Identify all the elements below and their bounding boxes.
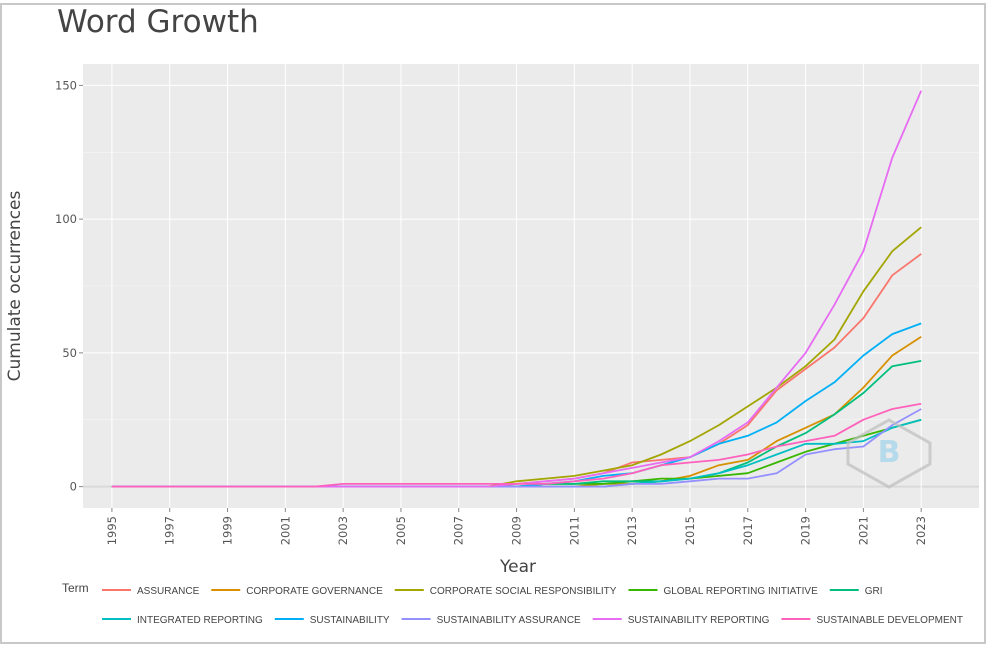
legend-item[interactable]: SUSTAINABLE DEVELOPMENT bbox=[781, 615, 963, 626]
legend-item[interactable]: GLOBAL REPORTING INITIATIVE bbox=[628, 586, 818, 597]
x-tick-label: 2001 bbox=[278, 516, 292, 545]
legend-label: SUSTAINABILITY bbox=[310, 615, 390, 626]
legend-label: CORPORATE GOVERNANCE bbox=[246, 586, 383, 597]
legend-label: SUSTAINABILITY REPORTING bbox=[628, 615, 770, 626]
y-tick-label: 150 bbox=[55, 78, 77, 92]
watermark-logo: B bbox=[846, 418, 932, 489]
x-tick-label: 2017 bbox=[741, 516, 755, 545]
x-tick-label: 1997 bbox=[163, 516, 177, 545]
legend-item[interactable]: CORPORATE SOCIAL RESPONSIBILITY bbox=[394, 586, 617, 597]
legend: ASSURANCE CORPORATE GOVERNANCE CORPORATE S… bbox=[102, 586, 963, 626]
legend-item[interactable]: SUSTAINABILITY bbox=[274, 615, 390, 626]
legend-item[interactable]: ASSURANCE bbox=[102, 586, 200, 597]
legend-label: ASSURANCE bbox=[137, 586, 200, 597]
legend-title: Term bbox=[62, 581, 89, 595]
y-axis-title: Cumulate occurrences bbox=[5, 190, 25, 381]
y-axis: 0 50 100 150 bbox=[55, 78, 83, 494]
series-lines bbox=[111, 90, 923, 488]
x-tick-label: 1995 bbox=[105, 516, 119, 545]
y-tick-label: 100 bbox=[55, 212, 77, 226]
legend-item[interactable]: INTEGRATED REPORTING bbox=[102, 615, 263, 626]
legend-label: CORPORATE SOCIAL RESPONSIBILITY bbox=[430, 586, 617, 597]
series-line-sustainable-development[interactable] bbox=[111, 402, 922, 488]
legend-label: GRI bbox=[865, 586, 883, 597]
y-tick-label: 50 bbox=[62, 346, 77, 360]
x-tick-label: 2019 bbox=[799, 516, 813, 545]
legend-item[interactable]: SUSTAINABILITY ASSURANCE bbox=[401, 615, 581, 626]
y-tick-label: 0 bbox=[70, 480, 77, 494]
legend-item[interactable]: CORPORATE GOVERNANCE bbox=[211, 586, 383, 597]
legend-label: GLOBAL REPORTING INITIATIVE bbox=[663, 586, 818, 597]
legend-label: SUSTAINABILITY ASSURANCE bbox=[437, 615, 581, 626]
grid-lines bbox=[83, 64, 979, 508]
chart-frame bbox=[0, 3, 986, 644]
x-tick-label: 2009 bbox=[510, 516, 524, 545]
x-tick-label: 2021 bbox=[856, 516, 870, 545]
x-tick-label: 2007 bbox=[452, 516, 466, 545]
legend-label: INTEGRATED REPORTING bbox=[137, 615, 263, 626]
legend-item[interactable]: GRI bbox=[829, 586, 883, 597]
legend-label: SUSTAINABLE DEVELOPMENT bbox=[816, 615, 963, 626]
x-tick-label: 1999 bbox=[221, 516, 235, 545]
legend-item[interactable]: SUSTAINABILITY REPORTING bbox=[592, 615, 770, 626]
x-tick-label: 2005 bbox=[394, 516, 408, 545]
x-tick-label: 2023 bbox=[914, 516, 928, 545]
x-tick-label: 2011 bbox=[567, 516, 581, 545]
chart-title: Word Growth bbox=[57, 4, 259, 40]
x-tick-label: 2013 bbox=[625, 516, 639, 545]
x-tick-label: 2003 bbox=[336, 516, 350, 545]
x-axis-title: Year bbox=[499, 557, 536, 577]
x-tick-label: 2015 bbox=[683, 516, 697, 545]
svg-text:B: B bbox=[878, 435, 901, 470]
x-axis: 1995 1997 1999 2001 2003 2005 2007 2009 2011 2013… bbox=[105, 508, 928, 545]
